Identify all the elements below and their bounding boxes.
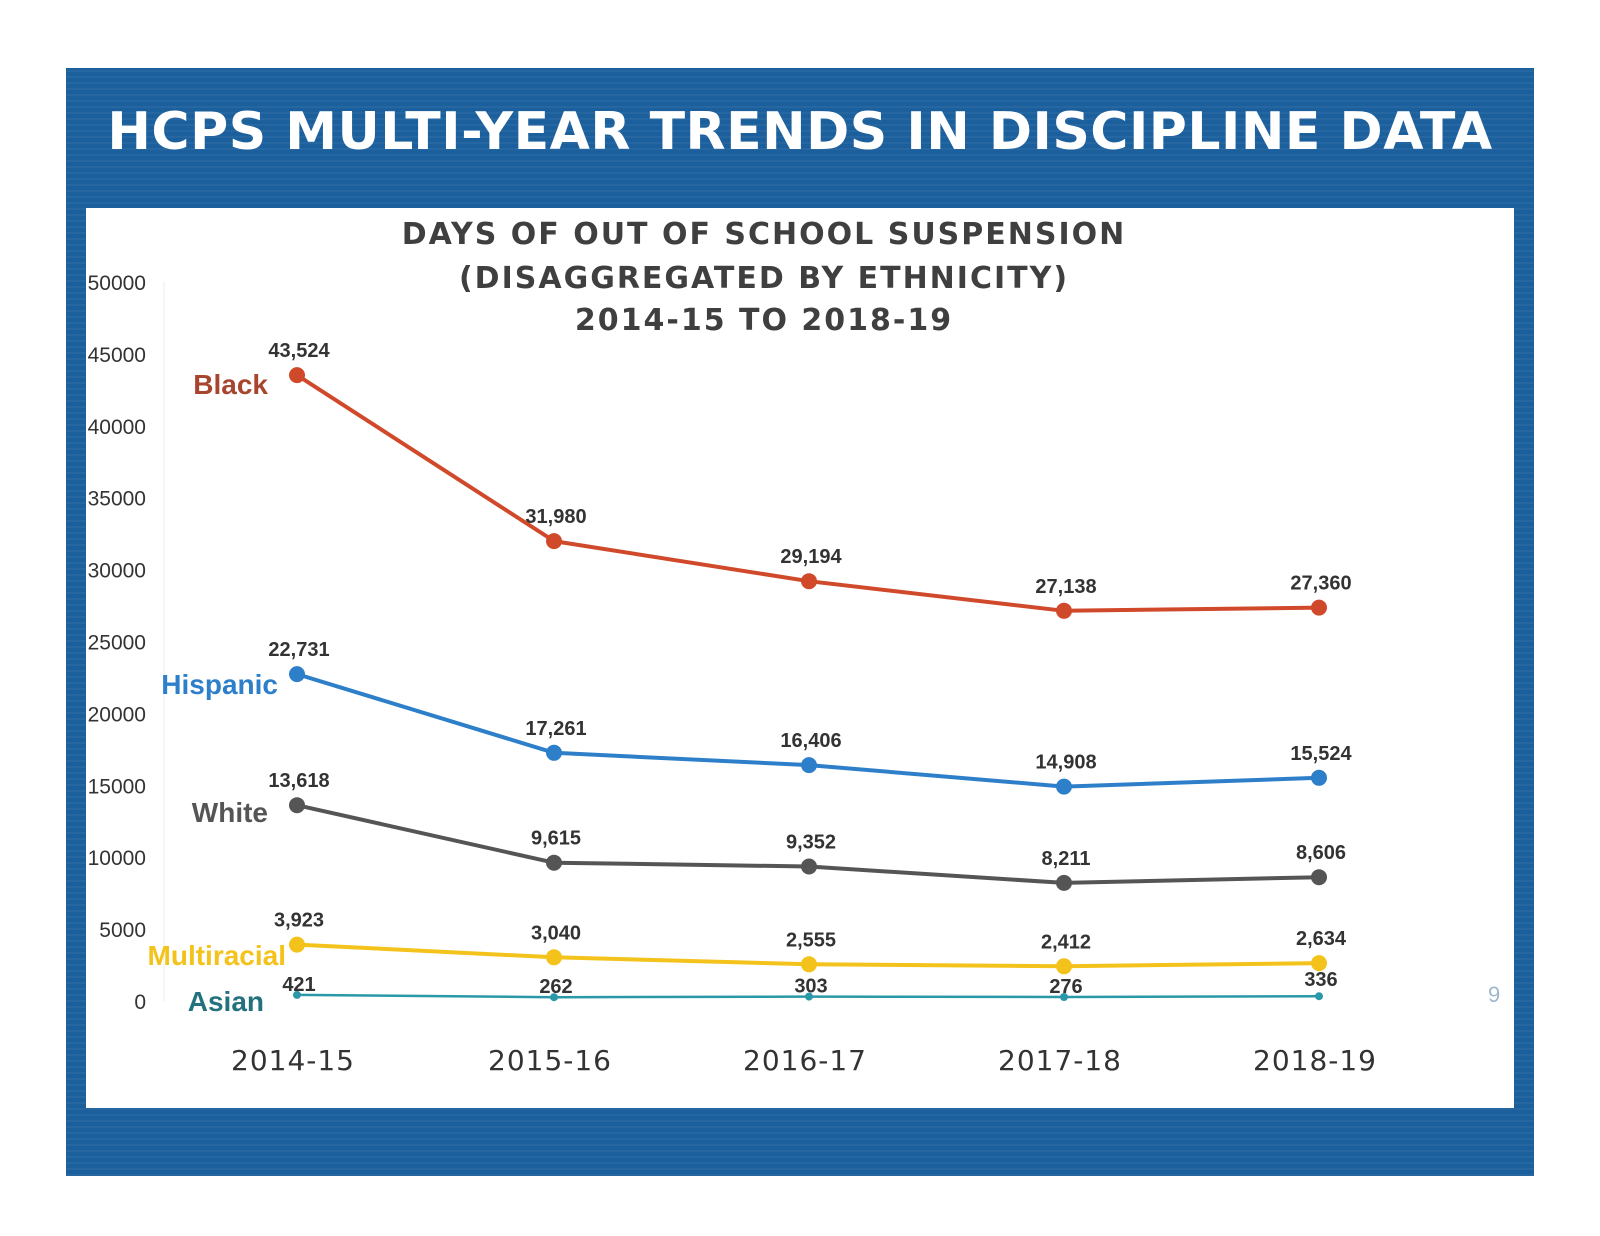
y-tick-label: 0 — [134, 991, 146, 1014]
data-label-black: 27,360 — [1290, 573, 1351, 595]
data-point-hispanic — [1311, 769, 1327, 786]
y-tick-label: 10000 — [88, 847, 146, 870]
data-point-black — [1056, 602, 1072, 619]
series-name-asian: Asian — [188, 986, 264, 1017]
data-label-black: 29,194 — [780, 546, 842, 568]
data-label-hispanic: 22,731 — [268, 639, 329, 661]
data-point-asian — [293, 990, 301, 999]
data-point-multiracial — [1056, 958, 1072, 975]
data-label-multiracial: 2,634 — [1296, 928, 1347, 950]
y-tick-label: 25000 — [88, 632, 146, 655]
page-number: 9 — [1488, 982, 1501, 1007]
data-label-black: 31,980 — [525, 506, 586, 528]
data-label-white: 9,352 — [786, 832, 836, 854]
data-point-white — [546, 854, 562, 871]
line-chart: DAYS OF OUT OF SCHOOL SUSPENSION (DISAGGR… — [88, 217, 1377, 1077]
data-point-black — [289, 367, 305, 384]
data-point-black — [801, 573, 817, 590]
data-label-multiracial: 2,412 — [1041, 931, 1091, 953]
y-tick-label: 50000 — [88, 272, 146, 295]
data-point-black — [1311, 599, 1327, 616]
data-point-hispanic — [546, 744, 562, 761]
x-tick-label: 2017-18 — [998, 1044, 1122, 1077]
data-point-asian — [1315, 992, 1323, 1001]
x-tick-label: 2015-16 — [488, 1044, 612, 1077]
x-tick-label: 2016-17 — [743, 1044, 867, 1077]
y-tick-label: 30000 — [88, 560, 146, 583]
data-point-white — [1311, 869, 1327, 886]
series-name-multiracial: Multiracial — [148, 940, 286, 971]
data-label-hispanic: 17,261 — [525, 718, 586, 740]
data-point-hispanic — [1056, 778, 1072, 795]
data-point-hispanic — [289, 666, 305, 683]
y-tick-label: 35000 — [88, 488, 146, 511]
data-point-white — [801, 858, 817, 875]
x-tick-label: 2014-15 — [231, 1044, 355, 1077]
data-label-black: 27,138 — [1035, 576, 1096, 598]
data-point-multiracial — [801, 956, 817, 973]
chart-title-line-1: DAYS OF OUT OF SCHOOL SUSPENSION — [402, 217, 1127, 252]
data-label-white: 13,618 — [268, 770, 329, 792]
data-label-asian: 336 — [1304, 969, 1337, 991]
data-point-multiracial — [289, 936, 305, 953]
chart-title-line-2: (DISAGGREGATED BY ETHNICITY) — [459, 261, 1069, 296]
slide-title: HCPS MULTI-YEAR TRENDS IN DISCIPLINE DAT… — [107, 102, 1493, 162]
data-point-multiracial — [546, 949, 562, 966]
data-label-asian: 276 — [1049, 976, 1082, 998]
y-tick-label: 15000 — [88, 775, 146, 798]
data-label-asian: 421 — [282, 974, 315, 996]
data-label-white: 8,606 — [1296, 842, 1346, 864]
data-point-asian — [1060, 993, 1068, 1001]
data-label-multiracial: 3,923 — [274, 910, 324, 932]
data-point-black — [546, 533, 562, 550]
series-name-black: Black — [193, 369, 268, 400]
data-label-white: 8,211 — [1042, 848, 1091, 870]
data-point-hispanic — [801, 757, 817, 774]
data-label-asian: 262 — [539, 976, 572, 998]
data-label-black: 43,524 — [268, 340, 330, 362]
data-label-multiracial: 3,040 — [531, 922, 581, 944]
y-tick-label: 45000 — [88, 344, 146, 367]
y-tick-label: 20000 — [88, 703, 146, 726]
data-point-multiracial — [1311, 955, 1327, 972]
y-tick-label: 5000 — [99, 919, 146, 942]
y-tick-label: 40000 — [88, 416, 146, 439]
x-tick-label: 2018-19 — [1253, 1044, 1377, 1077]
data-label-white: 9,615 — [531, 828, 581, 850]
data-point-asian — [805, 992, 813, 1001]
series-name-hispanic: Hispanic — [161, 669, 278, 700]
chart-title-line-3: 2014-15 TO 2018-19 — [575, 303, 953, 338]
chart-panel: DAYS OF OUT OF SCHOOL SUSPENSION (DISAGGR… — [86, 208, 1514, 1108]
data-point-white — [1056, 874, 1072, 891]
data-label-hispanic: 14,908 — [1035, 752, 1096, 774]
slide-frame: HCPS MULTI-YEAR TRENDS IN DISCIPLINE DAT… — [66, 68, 1534, 1176]
data-label-hispanic: 16,406 — [780, 730, 841, 752]
data-point-asian — [550, 993, 558, 1002]
data-label-multiracial: 2,555 — [786, 929, 836, 951]
data-point-white — [289, 797, 305, 814]
series-name-white: White — [192, 797, 268, 828]
data-label-asian: 303 — [794, 976, 827, 998]
data-label-hispanic: 15,524 — [1290, 743, 1352, 765]
